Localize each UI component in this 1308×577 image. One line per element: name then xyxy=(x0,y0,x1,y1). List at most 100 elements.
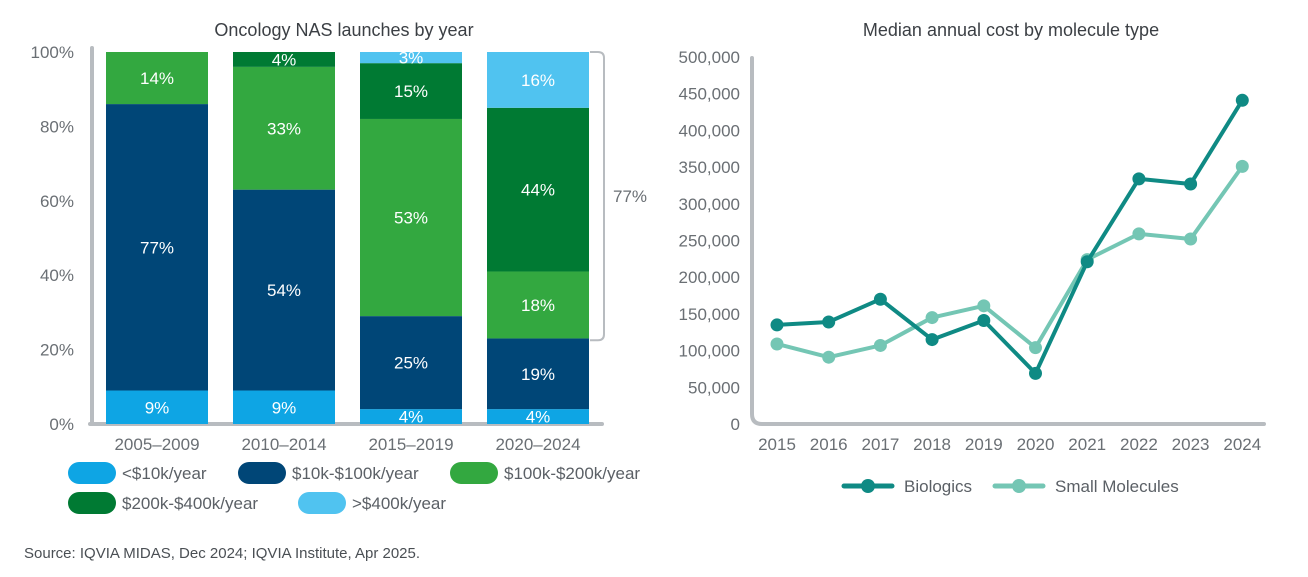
bracket-line xyxy=(590,51,605,342)
line-x-tick-label: 2021 xyxy=(1068,435,1106,454)
data-point xyxy=(925,311,939,325)
bar-segment xyxy=(360,63,462,119)
data-point xyxy=(977,299,991,313)
line-y-tick-label: 200,000 xyxy=(679,268,740,287)
bar-legend: <$10k/year $10k-$100k/year $100k-$200k/yea… xyxy=(68,462,640,514)
data-point xyxy=(822,350,836,364)
bar-segment xyxy=(487,52,589,108)
data-point xyxy=(1029,341,1042,355)
data-point xyxy=(1184,232,1198,246)
data-point xyxy=(822,315,836,329)
bar-segment-label: 53% xyxy=(394,209,428,228)
line-y-tick-label: 50,000 xyxy=(688,378,740,397)
bar-segment xyxy=(487,338,589,410)
line-y-tick-label: 500,000 xyxy=(679,48,740,67)
bar-x-axis: 2005–2009 2010–2014 2015–2019 2020–2024 xyxy=(114,435,580,454)
legend-label: $100k-$200k/year xyxy=(504,464,640,483)
bar-y-tick-label: 60% xyxy=(40,192,74,211)
data-point xyxy=(925,333,939,347)
bar-segment xyxy=(360,118,462,317)
line-axes xyxy=(750,56,1266,426)
legend-label: Small Molecules xyxy=(1055,477,1179,496)
bar-segment xyxy=(360,316,462,410)
line-y-tick-label: 300,000 xyxy=(679,195,740,214)
bar-segment xyxy=(487,107,589,272)
bar-y-axis: 0% 20% 40% 60% 80% 100% xyxy=(31,43,74,434)
line-y-tick-label: 400,000 xyxy=(679,121,740,140)
line-x-tick-label: 2020 xyxy=(1017,435,1055,454)
data-point xyxy=(1132,172,1146,186)
line-x-tick-label: 2023 xyxy=(1172,435,1210,454)
bar-segment-label: 9% xyxy=(145,398,170,417)
share-bracket: 77% xyxy=(590,51,647,342)
bar-stacks: 9% 77% 14% 9% 54% 33% 4% 4% 25% 53% 15% 3% 4% 19% 18% 4… xyxy=(106,49,589,427)
bar-segment-label: 9% xyxy=(272,398,297,417)
bar-segment-label: 4% xyxy=(526,408,551,427)
bar-segment xyxy=(360,409,462,424)
bar-segment-label: 4% xyxy=(399,408,424,427)
line-x-tick-label: 2016 xyxy=(810,435,848,454)
line-x-tick-label: 2018 xyxy=(913,435,951,454)
line-chart-title: Median annual cost by molecule type xyxy=(863,20,1159,40)
bar-segment-label: 19% xyxy=(521,365,555,384)
line-x-tick-label: 2024 xyxy=(1223,435,1261,454)
data-point xyxy=(770,318,784,332)
data-point xyxy=(770,337,784,351)
bar-segment-label: 4% xyxy=(272,50,297,69)
bar-y-tick-label: 80% xyxy=(40,117,74,136)
bar-y-tick-label: 0% xyxy=(49,415,74,434)
bar-segment-label: 3% xyxy=(399,49,424,68)
line-series xyxy=(770,93,1249,380)
bar-y-tick-label: 20% xyxy=(40,341,74,360)
bracket-label: 77% xyxy=(613,187,647,206)
bar-segment xyxy=(106,52,208,105)
line-x-tick-label: 2015 xyxy=(758,435,796,454)
bar-segment-label: 25% xyxy=(394,354,428,373)
bar-segment-label: 18% xyxy=(521,296,555,315)
legend-label: >$400k/year xyxy=(352,494,446,513)
data-point xyxy=(873,292,887,306)
bar-segment-label: 54% xyxy=(267,281,301,300)
line-y-tick-label: 100,000 xyxy=(679,342,740,361)
bar-x-tick-label: 2020–2024 xyxy=(495,435,580,454)
legend-swatch xyxy=(68,492,116,514)
bar-x-tick-label: 2005–2009 xyxy=(114,435,199,454)
legend-label: Biologics xyxy=(904,477,972,496)
source-note: Source: IQVIA MIDAS, Dec 2024; IQVIA Ins… xyxy=(24,545,420,562)
line-x-tick-label: 2019 xyxy=(965,435,1003,454)
bar-segment xyxy=(106,390,208,424)
data-point xyxy=(1184,177,1198,191)
data-point xyxy=(1080,255,1094,269)
line-legend: Biologics Small Molecules xyxy=(841,477,1179,496)
series-line xyxy=(776,99,1245,376)
legend-label: $10k-$100k/year xyxy=(292,464,419,483)
bar-segment-label: 33% xyxy=(267,119,301,138)
line-y-axis: 0 50,000 100,000 150,000 200,000 250,000 300,0… xyxy=(679,48,740,434)
bar-chart: Oncology NAS launches by year 0% 20% 40% 60… xyxy=(31,20,647,514)
bar-segment xyxy=(487,409,589,424)
bar-segment xyxy=(487,271,589,339)
bar-y-tick-label: 40% xyxy=(40,266,74,285)
bar-x-tick-label: 2010–2014 xyxy=(241,435,326,454)
bar-chart-title: Oncology NAS launches by year xyxy=(214,20,473,40)
bar-segment-label: 14% xyxy=(140,69,174,88)
bar-segment xyxy=(233,189,335,391)
bar-segment xyxy=(233,52,335,67)
line-x-tick-label: 2017 xyxy=(861,435,899,454)
line-x-axis: 2015 2016 2017 2018 2019 2020 2021 2022 2023 2024 xyxy=(758,435,1261,454)
bar-segment-label: 15% xyxy=(394,82,428,101)
legend-marker xyxy=(1012,479,1026,493)
legend-swatch xyxy=(298,492,346,514)
data-point xyxy=(977,314,991,328)
bar-y-tick-label: 100% xyxy=(31,43,74,62)
data-point xyxy=(1029,366,1042,380)
line-y-tick-label: 150,000 xyxy=(679,305,740,324)
line-x-tick-label: 2022 xyxy=(1120,435,1158,454)
data-point xyxy=(1235,93,1249,107)
bar-segment-label: 16% xyxy=(521,71,555,90)
legend-label: <$10k/year xyxy=(122,464,207,483)
data-point xyxy=(1132,227,1146,241)
data-point xyxy=(873,338,887,352)
line-y-tick-label: 350,000 xyxy=(679,158,740,177)
